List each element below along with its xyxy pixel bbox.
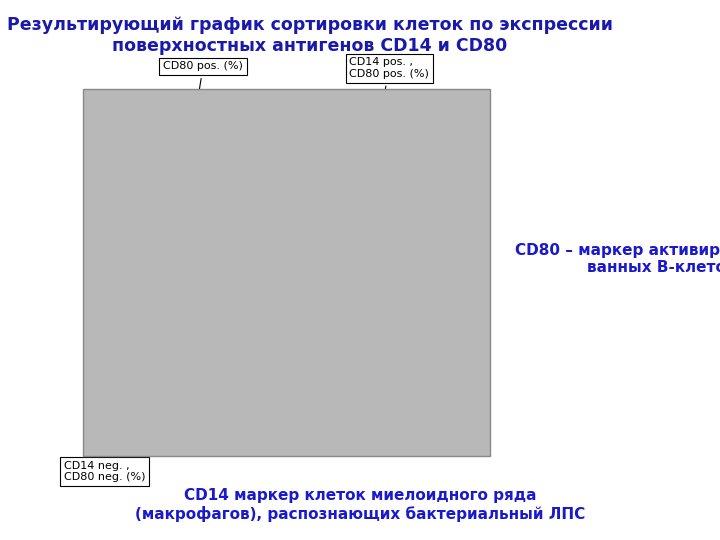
Y-axis label: Log fluorescence CD80 (red): Log fluorescence CD80 (red): [109, 183, 122, 352]
Point: [307, 354, 318, 363]
Point: [350, 324, 361, 333]
Point: [294, 316, 305, 325]
Point: [369, 301, 380, 309]
Point: [194, 213, 206, 222]
Point: [201, 179, 212, 188]
Point: [170, 183, 181, 192]
Text: CD80 – маркер активиро-
ванных В-клеток: CD80 – маркер активиро- ванных В-клеток: [515, 243, 720, 275]
Point: [207, 153, 219, 161]
Point: [189, 187, 200, 195]
Point: [163, 164, 175, 173]
Point: [201, 206, 212, 214]
Point: [158, 202, 169, 211]
Point: [312, 202, 324, 211]
Point: [238, 149, 250, 158]
Point: [194, 172, 206, 180]
Point: [294, 369, 305, 378]
Point: [201, 347, 212, 355]
Point: [350, 187, 361, 195]
Point: [189, 396, 200, 405]
Point: [176, 278, 188, 287]
Point: [325, 179, 336, 188]
Point: [220, 362, 231, 370]
Point: [189, 309, 200, 318]
Point: [356, 286, 368, 294]
Point: [282, 332, 293, 340]
Point: [189, 133, 200, 142]
Point: [158, 274, 169, 283]
Point: [331, 347, 343, 355]
Point: [220, 179, 231, 188]
Point: [176, 145, 188, 154]
Point: [189, 358, 200, 367]
Text: CD14 pos. (%): CD14 pos. (%): [393, 294, 473, 326]
Point: [331, 393, 343, 401]
Point: [194, 255, 206, 264]
Point: [226, 194, 238, 203]
Point: [170, 408, 181, 416]
Point: [343, 286, 355, 294]
Point: [207, 244, 219, 253]
Point: [163, 217, 175, 226]
Text: CD80 pos. (%): CD80 pos. (%): [163, 62, 243, 154]
Point: [307, 393, 318, 401]
Point: [182, 237, 194, 245]
X-axis label: Log fluorescence CD14 (green): Log fluorescence CD14 (green): [215, 439, 397, 452]
Point: [393, 309, 405, 318]
Point: [170, 324, 181, 333]
Point: [182, 160, 194, 169]
Point: [356, 377, 368, 386]
Point: [207, 313, 219, 321]
Point: [307, 293, 318, 302]
Point: [213, 332, 225, 340]
Point: [300, 229, 312, 238]
Point: [163, 293, 175, 302]
Point: [182, 229, 194, 238]
Point: [158, 393, 169, 401]
Point: [343, 369, 355, 378]
Point: [331, 217, 343, 226]
Point: [182, 335, 194, 344]
Text: CD14 pos. ,
CD80 pos. (%): CD14 pos. , CD80 pos. (%): [349, 57, 429, 143]
Point: [325, 309, 336, 318]
Point: [220, 141, 231, 150]
Point: [163, 354, 175, 363]
Point: [343, 153, 355, 161]
Point: [232, 172, 243, 180]
Point: [194, 297, 206, 306]
Point: [431, 309, 442, 318]
Point: [207, 130, 219, 138]
Point: [238, 217, 250, 226]
Point: [369, 210, 380, 218]
Point: [381, 332, 392, 340]
Point: [319, 377, 330, 386]
Point: [374, 172, 386, 180]
Point: [406, 354, 418, 363]
Point: [176, 198, 188, 207]
Point: [387, 191, 399, 199]
Point: [220, 225, 231, 234]
Point: [213, 202, 225, 211]
Point: [176, 369, 188, 378]
Point: [312, 332, 324, 340]
Text: Результирующий график сортировки клеток по экспрессии
поверхностных антигенов CD: Результирующий график сортировки клеток …: [6, 16, 613, 55]
Point: [170, 248, 181, 256]
Point: [387, 278, 399, 287]
Point: [232, 324, 243, 333]
Text: CD14 neg. ,
CD80 neg. (%): CD14 neg. , CD80 neg. (%): [64, 406, 174, 482]
Point: [418, 332, 430, 340]
Point: [213, 164, 225, 173]
Point: [431, 369, 442, 378]
Point: [406, 316, 418, 325]
Point: [400, 217, 411, 226]
Point: [220, 309, 231, 318]
Point: [307, 164, 318, 173]
Point: [158, 172, 169, 180]
Point: [369, 362, 380, 370]
Point: [356, 194, 368, 203]
Text: CD14 маркер клеток миелоидного ряда
(макрофагов), распознающих бактериальный ЛПС: CD14 маркер клеток миелоидного ряда (мак…: [135, 488, 585, 522]
Point: [207, 373, 219, 382]
Point: [393, 381, 405, 389]
